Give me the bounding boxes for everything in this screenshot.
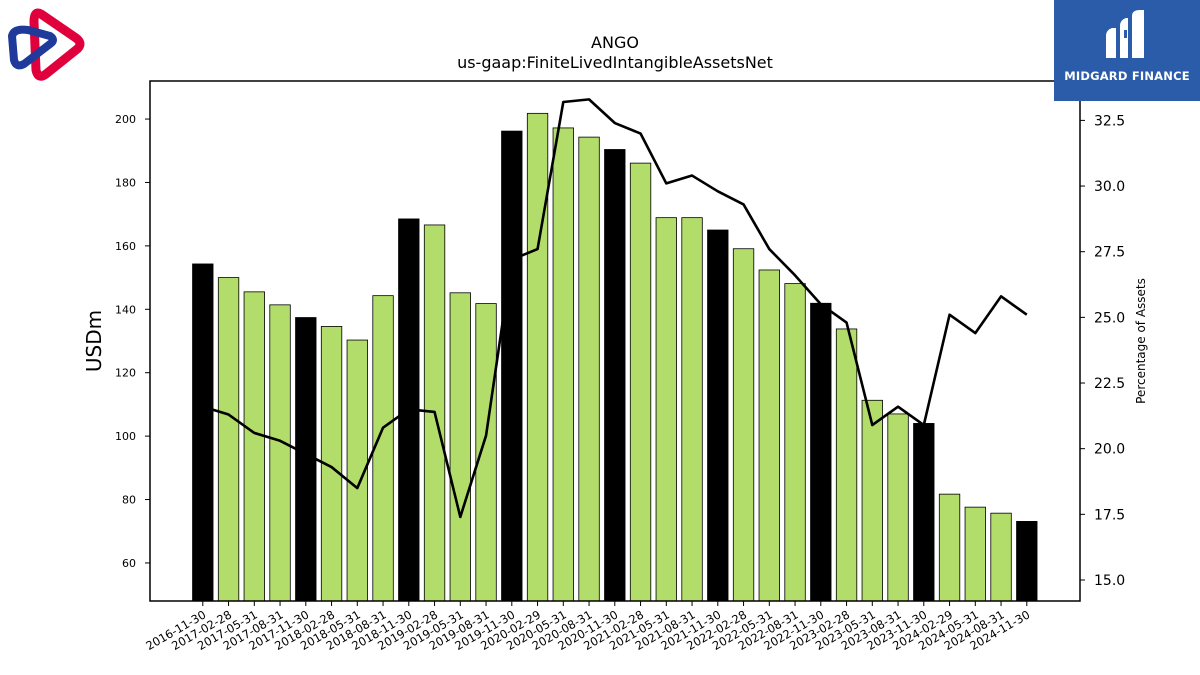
right-tick-label: 17.5 bbox=[1094, 507, 1125, 523]
bar-2021-05-31 bbox=[655, 217, 677, 602]
right-tick-label: 32.5 bbox=[1094, 113, 1125, 129]
company-logo-icon bbox=[4, 8, 86, 82]
bar-2020-02-29 bbox=[526, 112, 549, 602]
bar-2022-08-31 bbox=[784, 283, 806, 602]
midgard-finance-logo: MIDGARD FINANCE bbox=[1054, 0, 1200, 101]
bar-2018-08-31 bbox=[372, 295, 394, 602]
bar-2017-05-31 bbox=[243, 291, 265, 602]
midgard-emblem-icon bbox=[1106, 10, 1144, 58]
right-tick-label: 30.0 bbox=[1094, 179, 1125, 195]
bar-2021-08-31 bbox=[681, 217, 703, 602]
bar-2022-05-31 bbox=[758, 269, 780, 602]
bar-2024-08-31 bbox=[990, 512, 1012, 602]
bar-2024-02-29 bbox=[938, 493, 961, 602]
bar-2024-11-30 bbox=[1016, 521, 1038, 602]
bar-2022-02-28 bbox=[732, 248, 755, 602]
bar-2016-11-30 bbox=[192, 263, 214, 602]
right-tick-label: 20.0 bbox=[1094, 442, 1125, 458]
left-tick-label: 180 bbox=[115, 176, 136, 189]
chart-subtitle: us-gaap:FiniteLivedIntangibleAssetsNet bbox=[457, 53, 773, 72]
left-tick-label: 80 bbox=[122, 494, 136, 507]
brand-name: MIDGARD FINANCE bbox=[1064, 69, 1190, 83]
right-axis-ticks: 15.0 17.5 20.0 22.5 25.0 27.5 30.0 32.5 bbox=[1080, 113, 1125, 589]
right-tick-label: 27.5 bbox=[1094, 245, 1125, 261]
bar-2023-02-28 bbox=[835, 328, 858, 602]
bar-2024-05-31 bbox=[964, 506, 986, 602]
bar-2022-11-30 bbox=[810, 302, 832, 602]
bar-2021-02-28 bbox=[629, 162, 652, 602]
right-tick-label: 15.0 bbox=[1094, 573, 1125, 589]
left-tick-label: 160 bbox=[115, 240, 136, 253]
bar-2020-11-30 bbox=[604, 149, 626, 602]
percentage-of-assets-line bbox=[202, 98, 1028, 519]
bar-2017-11-30 bbox=[295, 317, 317, 602]
x-axis-ticks: 2016-11-302017-02-282017-05-312017-08-31… bbox=[143, 601, 1032, 653]
left-axis-ticks: 60 80 100 120 140 160 180 200 bbox=[115, 113, 150, 570]
bar-2023-08-31 bbox=[887, 413, 909, 602]
left-tick-label: 120 bbox=[115, 367, 136, 380]
left-tick-label: 100 bbox=[115, 430, 136, 443]
bar-2019-05-31 bbox=[449, 292, 471, 602]
bar-2017-08-31 bbox=[269, 304, 291, 602]
bar-2017-02-28 bbox=[217, 277, 240, 602]
left-tick-label: 140 bbox=[115, 303, 136, 316]
bar-2020-08-31 bbox=[578, 136, 600, 602]
bar-2021-11-30 bbox=[707, 229, 729, 602]
bar-series bbox=[192, 112, 1038, 602]
bar-2023-05-31 bbox=[861, 399, 883, 602]
y2-axis-label: Percentage of Assets bbox=[1134, 278, 1148, 404]
y-axis-label: USDm bbox=[82, 310, 106, 372]
bar-2019-11-30 bbox=[501, 130, 523, 602]
left-tick-label: 60 bbox=[122, 557, 136, 570]
right-tick-label: 25.0 bbox=[1094, 310, 1125, 326]
bar-2019-08-31 bbox=[475, 303, 497, 602]
bar-2023-11-30 bbox=[913, 423, 935, 602]
right-tick-label: 22.5 bbox=[1094, 376, 1125, 392]
chart-title: ANGO bbox=[591, 33, 639, 52]
left-tick-label: 200 bbox=[115, 113, 136, 126]
bar-2020-05-31 bbox=[552, 127, 574, 602]
